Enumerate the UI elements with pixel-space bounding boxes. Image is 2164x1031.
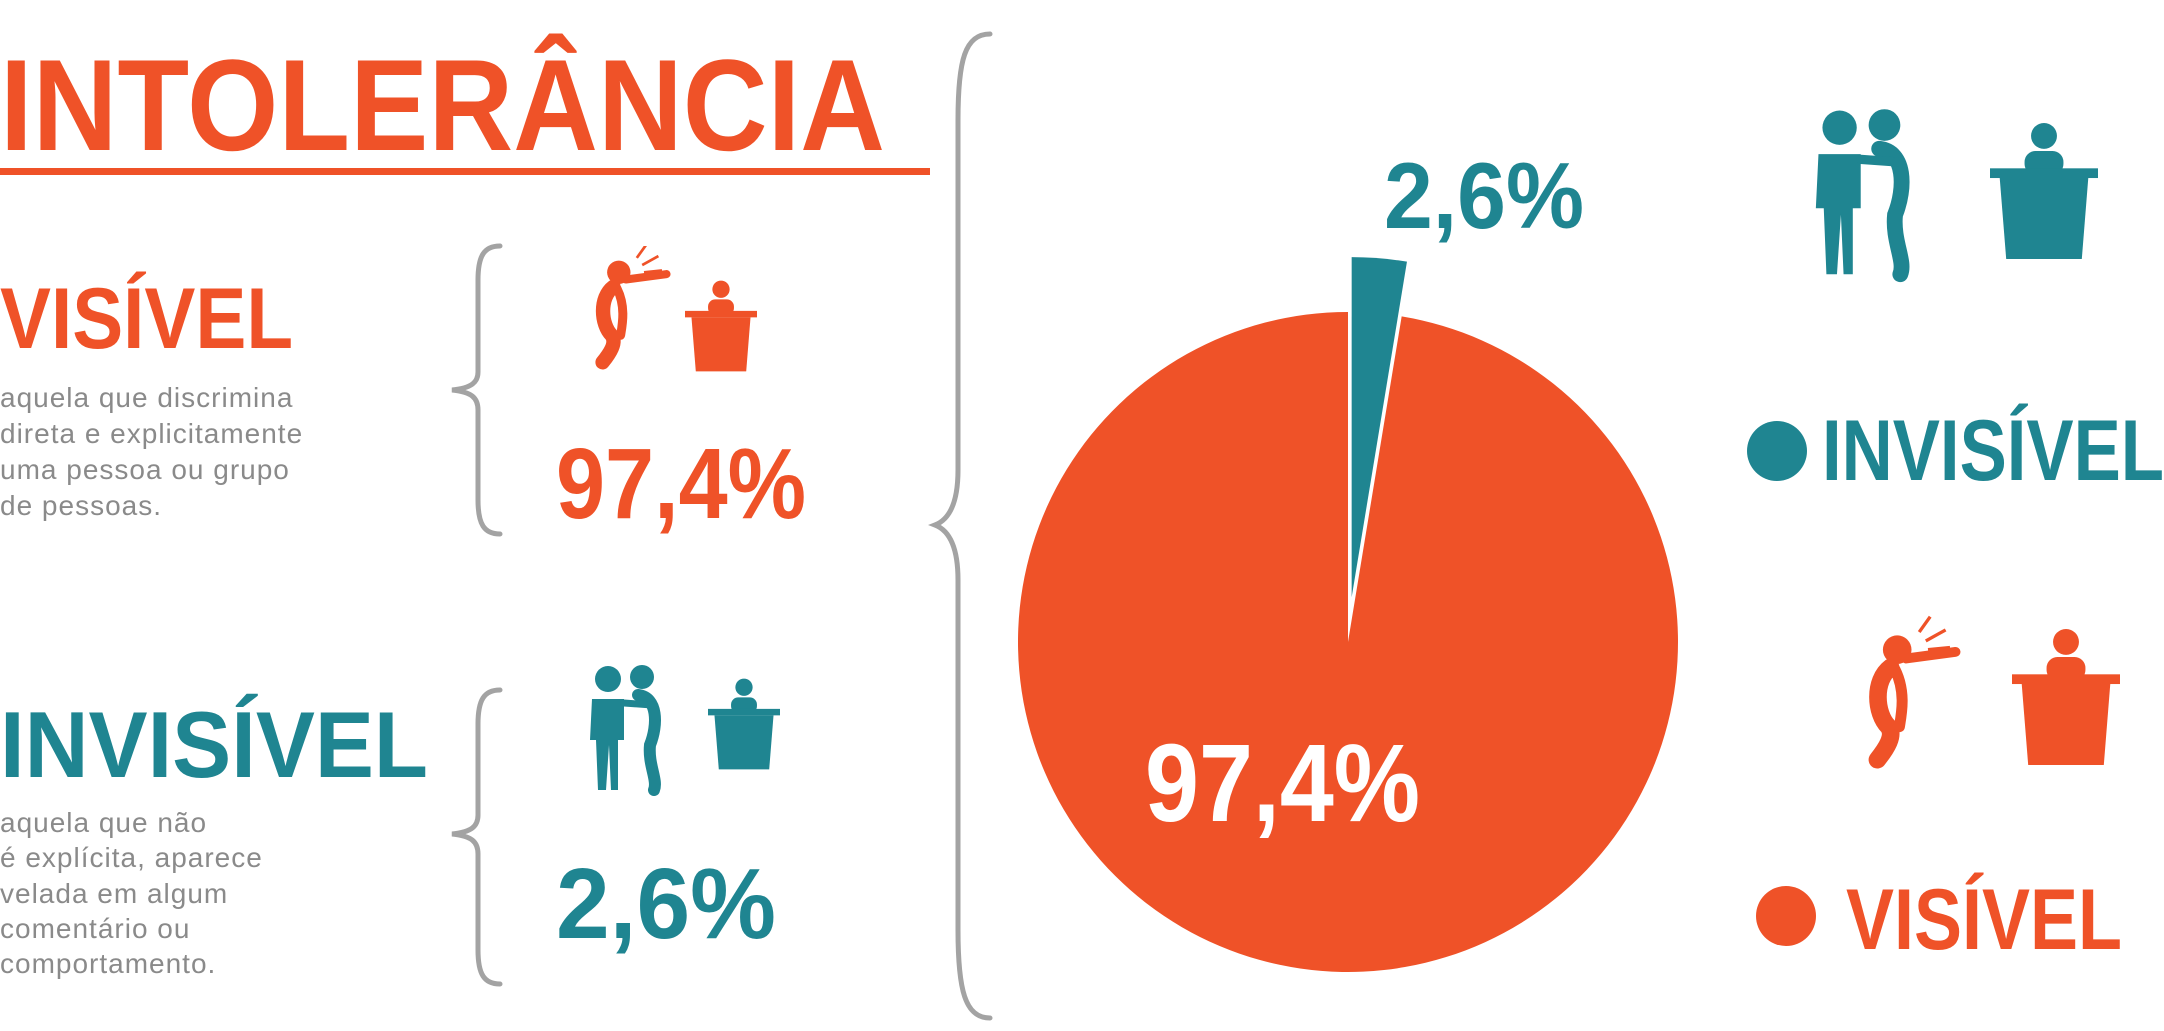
invisible-brace [451, 687, 503, 987]
slice-label: 97,4% [1145, 722, 1420, 845]
description-line: comportamento. [0, 948, 216, 979]
pie: 97,4% 2,6% [1018, 143, 1678, 972]
title-underline [0, 168, 930, 175]
description-line: direta e explicitamente [0, 418, 303, 449]
shout-icon [1877, 617, 1955, 760]
visible-brace [451, 243, 503, 537]
description-line: velada em algum [0, 878, 228, 909]
visible-percent: 97,4% [556, 428, 806, 540]
legend-swatch [1747, 421, 1807, 481]
podium-icon [1990, 122, 2098, 260]
big-brace [928, 31, 993, 1021]
description-line: comentário ou [0, 913, 190, 944]
podium-icon [685, 280, 757, 372]
description-line: de pessoas. [0, 490, 162, 521]
legend-label: VISÍVEL [1846, 872, 2122, 968]
slice-label: 2,6% [1384, 143, 1584, 248]
legend-label: INVISÍVEL [1822, 403, 2164, 499]
legend-swatch [1756, 886, 1816, 946]
visible-description: aquela que discrimina direta e explicitam… [0, 382, 303, 521]
pie-slice [1351, 257, 1407, 598]
visible-heading: VISÍVEL [0, 271, 293, 367]
invisible-heading: INVISÍVEL [0, 692, 428, 797]
podium-icon [2012, 628, 2120, 766]
shout-icon [603, 245, 667, 362]
whisper-icon [1816, 109, 1902, 274]
description-line: é explícita, aparece [0, 842, 263, 873]
title: INTOLERÂNCIA [0, 32, 885, 178]
description-line: aquela que discrimina [0, 382, 293, 413]
description-line: aquela que não [0, 807, 207, 838]
invisible-percent: 2,6% [556, 848, 776, 960]
pie-slice [1018, 312, 1678, 972]
invisible-description: aquela que não é explícita, aparece velada… [0, 807, 263, 979]
podium-icon [708, 678, 780, 770]
whisper-icon [590, 665, 655, 790]
description-line: uma pessoa ou grupo [0, 454, 290, 485]
